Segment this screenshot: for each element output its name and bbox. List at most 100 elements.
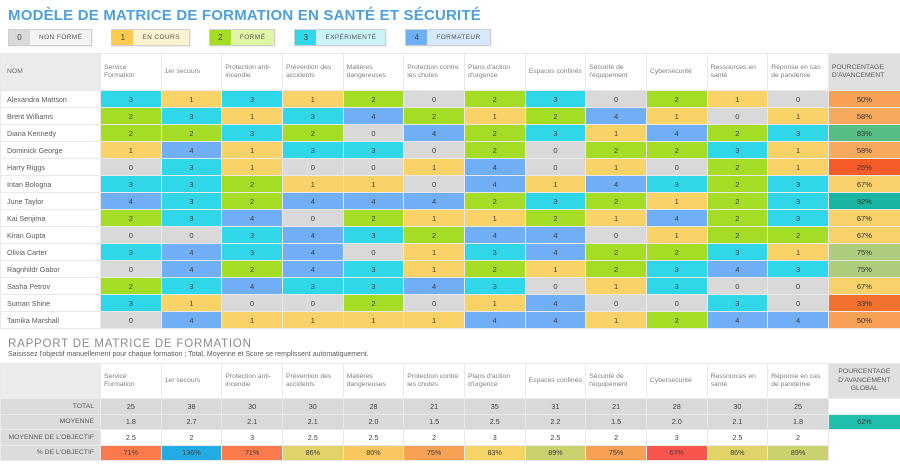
- score-cell[interactable]: 4: [586, 108, 647, 125]
- score-cell[interactable]: 1: [282, 91, 343, 108]
- score-cell[interactable]: 3: [646, 261, 707, 278]
- score-cell[interactable]: 3: [525, 125, 586, 142]
- score-cell[interactable]: 2: [525, 108, 586, 125]
- employee-name[interactable]: Kiran Gupta: [1, 227, 101, 244]
- score-cell[interactable]: 0: [707, 108, 768, 125]
- score-cell[interactable]: 1: [525, 176, 586, 193]
- score-cell[interactable]: 1: [404, 159, 465, 176]
- score-cell[interactable]: 2: [343, 91, 404, 108]
- score-cell[interactable]: 0: [282, 210, 343, 227]
- employee-name[interactable]: June Taylor: [1, 193, 101, 210]
- score-cell[interactable]: 0: [586, 227, 647, 244]
- score-cell[interactable]: 3: [161, 193, 222, 210]
- score-cell[interactable]: 1: [707, 91, 768, 108]
- score-cell[interactable]: 0: [525, 142, 586, 159]
- score-cell[interactable]: 1: [404, 244, 465, 261]
- score-cell[interactable]: 0: [404, 91, 465, 108]
- score-cell[interactable]: 1: [586, 312, 647, 329]
- score-cell[interactable]: 3: [768, 176, 829, 193]
- employee-name[interactable]: Intan Bologna: [1, 176, 101, 193]
- score-cell[interactable]: 1: [222, 159, 283, 176]
- score-cell[interactable]: 0: [101, 159, 162, 176]
- score-cell[interactable]: 4: [161, 312, 222, 329]
- objective-cell[interactable]: 2: [586, 430, 647, 446]
- score-cell[interactable]: 3: [464, 244, 525, 261]
- employee-name[interactable]: Diana Kennedy: [1, 125, 101, 142]
- score-cell[interactable]: 4: [525, 295, 586, 312]
- score-cell[interactable]: 2: [222, 193, 283, 210]
- score-cell[interactable]: 1: [768, 244, 829, 261]
- score-cell[interactable]: 2: [646, 244, 707, 261]
- score-cell[interactable]: 4: [464, 176, 525, 193]
- score-cell[interactable]: 3: [101, 176, 162, 193]
- score-cell[interactable]: 4: [404, 125, 465, 142]
- score-cell[interactable]: 3: [768, 125, 829, 142]
- score-cell[interactable]: 1: [768, 142, 829, 159]
- score-cell[interactable]: 2: [586, 193, 647, 210]
- objective-cell[interactable]: 2.5: [525, 430, 586, 446]
- score-cell[interactable]: 1: [343, 176, 404, 193]
- score-cell[interactable]: 4: [768, 312, 829, 329]
- score-cell[interactable]: 4: [464, 159, 525, 176]
- score-cell[interactable]: 4: [161, 261, 222, 278]
- score-cell[interactable]: 4: [282, 261, 343, 278]
- score-cell[interactable]: 1: [768, 108, 829, 125]
- objective-cell[interactable]: 3: [222, 430, 283, 446]
- score-cell[interactable]: 3: [343, 227, 404, 244]
- score-cell[interactable]: 0: [343, 244, 404, 261]
- score-cell[interactable]: 3: [646, 176, 707, 193]
- score-cell[interactable]: 2: [282, 125, 343, 142]
- score-cell[interactable]: 2: [404, 108, 465, 125]
- score-cell[interactable]: 2: [707, 176, 768, 193]
- score-cell[interactable]: 0: [101, 312, 162, 329]
- score-cell[interactable]: 4: [343, 193, 404, 210]
- score-cell[interactable]: 3: [222, 91, 283, 108]
- score-cell[interactable]: 1: [161, 295, 222, 312]
- score-cell[interactable]: 1: [525, 261, 586, 278]
- score-cell[interactable]: 3: [101, 91, 162, 108]
- score-cell[interactable]: 2: [586, 244, 647, 261]
- score-cell[interactable]: 2: [222, 261, 283, 278]
- score-cell[interactable]: 3: [768, 261, 829, 278]
- score-cell[interactable]: 0: [282, 295, 343, 312]
- score-cell[interactable]: 3: [161, 108, 222, 125]
- employee-name[interactable]: Olivia Carter: [1, 244, 101, 261]
- employee-name[interactable]: Sasha Petrov: [1, 278, 101, 295]
- score-cell[interactable]: 1: [404, 210, 465, 227]
- score-cell[interactable]: 2: [404, 227, 465, 244]
- score-cell[interactable]: 0: [101, 261, 162, 278]
- score-cell[interactable]: 4: [282, 227, 343, 244]
- score-cell[interactable]: 1: [646, 193, 707, 210]
- score-cell[interactable]: 4: [646, 210, 707, 227]
- score-cell[interactable]: 0: [161, 227, 222, 244]
- score-cell[interactable]: 0: [586, 295, 647, 312]
- score-cell[interactable]: 1: [222, 108, 283, 125]
- score-cell[interactable]: 4: [282, 244, 343, 261]
- score-cell[interactable]: 4: [222, 278, 283, 295]
- employee-name[interactable]: Harry Riggs: [1, 159, 101, 176]
- score-cell[interactable]: 2: [464, 193, 525, 210]
- score-cell[interactable]: 1: [101, 142, 162, 159]
- score-cell[interactable]: 0: [586, 91, 647, 108]
- score-cell[interactable]: 2: [343, 210, 404, 227]
- score-cell[interactable]: 3: [282, 278, 343, 295]
- objective-cell[interactable]: 2: [161, 430, 222, 446]
- score-cell[interactable]: 2: [707, 210, 768, 227]
- score-cell[interactable]: 3: [161, 278, 222, 295]
- employee-name[interactable]: Alexandra Mattson: [1, 91, 101, 108]
- score-cell[interactable]: 0: [707, 278, 768, 295]
- score-cell[interactable]: 3: [101, 295, 162, 312]
- score-cell[interactable]: 1: [222, 142, 283, 159]
- score-cell[interactable]: 0: [404, 295, 465, 312]
- score-cell[interactable]: 4: [161, 142, 222, 159]
- score-cell[interactable]: 4: [586, 176, 647, 193]
- score-cell[interactable]: 3: [707, 142, 768, 159]
- score-cell[interactable]: 4: [101, 193, 162, 210]
- score-cell[interactable]: 3: [282, 142, 343, 159]
- score-cell[interactable]: 3: [282, 108, 343, 125]
- objective-cell[interactable]: 2.5: [343, 430, 404, 446]
- score-cell[interactable]: 1: [222, 312, 283, 329]
- score-cell[interactable]: 2: [101, 125, 162, 142]
- score-cell[interactable]: 3: [768, 193, 829, 210]
- score-cell[interactable]: 0: [101, 227, 162, 244]
